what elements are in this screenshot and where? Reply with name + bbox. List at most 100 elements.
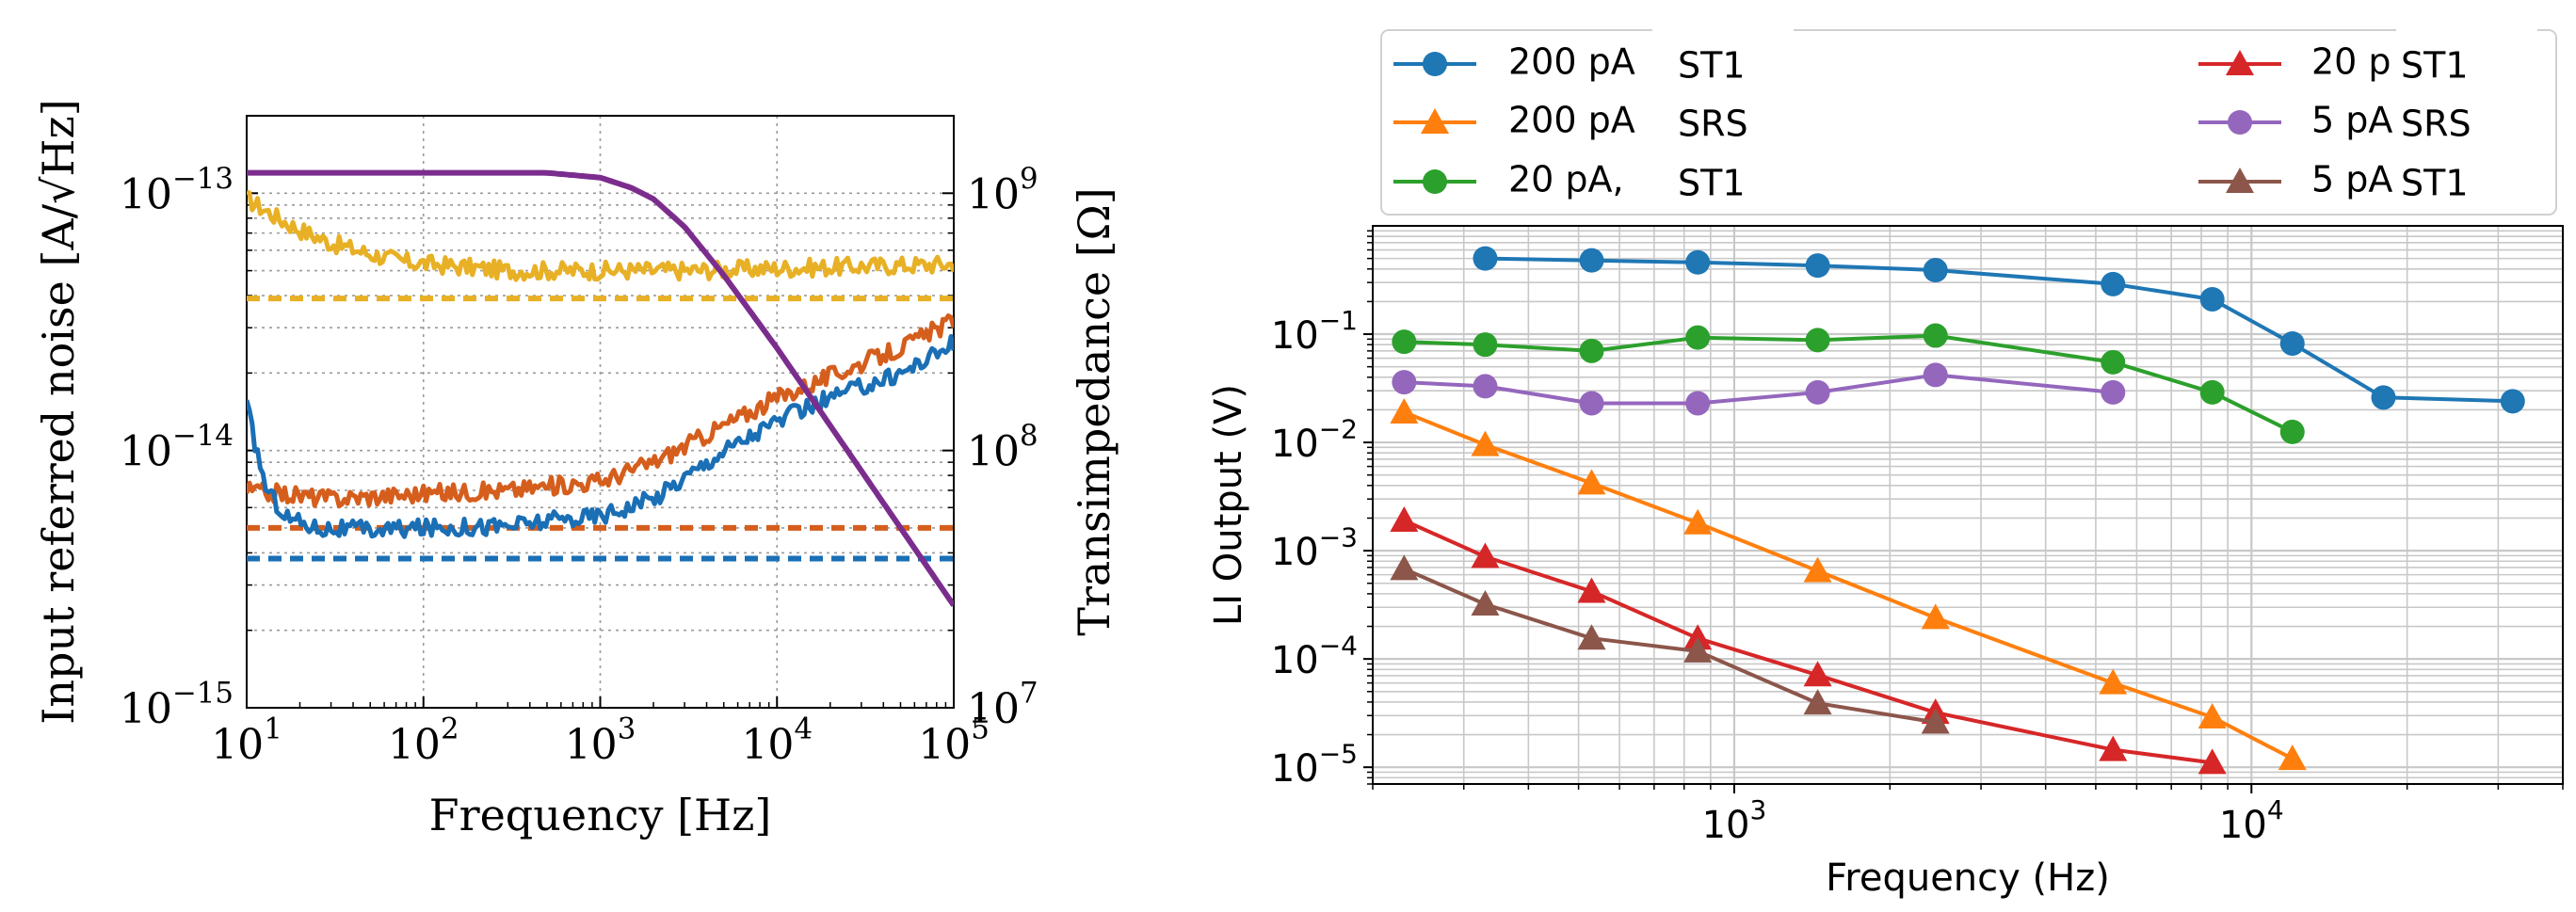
data-point <box>1471 590 1500 616</box>
yellow-noise-line <box>247 189 954 282</box>
data-point <box>2101 271 2126 296</box>
data-point <box>1579 338 1604 363</box>
series-line <box>1485 256 2513 404</box>
x-tick-label: 104 <box>2219 794 2284 847</box>
data-point <box>1923 362 1948 388</box>
y2-axis-label: Transimpedance [Ω] <box>1069 187 1119 635</box>
y2-tick-label: 107 <box>967 676 1038 732</box>
data-point <box>2198 702 2227 728</box>
legend-label-suffix: ST1 <box>1678 163 1746 204</box>
x-axis-label: Frequency [Hz] <box>429 790 772 840</box>
legend-swatch-marker <box>2226 168 2254 193</box>
x-tick-label: 103 <box>1702 794 1767 847</box>
data-point <box>2101 349 2126 375</box>
data-point <box>2099 668 2128 695</box>
series-line <box>1403 567 1937 725</box>
plot-frame <box>1372 225 2564 785</box>
series-line <box>1404 333 2294 434</box>
data-point <box>1473 332 1498 358</box>
x-tick-label: 105 <box>918 712 990 768</box>
data-point <box>1805 379 1830 405</box>
data-point <box>1685 325 1711 350</box>
data-point <box>1473 374 1498 399</box>
data-point <box>1923 323 1948 348</box>
transimpedance-line <box>247 169 954 607</box>
legend-overlay <box>2396 24 2537 194</box>
legend-swatch-marker <box>2226 50 2254 75</box>
data-point <box>1577 469 1606 495</box>
legend-swatch-marker <box>1421 108 1449 134</box>
series-line <box>1404 373 2114 406</box>
data-point <box>1921 708 1950 734</box>
data-point <box>2198 748 2227 775</box>
legend-label-suffix: ST1 <box>1678 45 1746 87</box>
data-point <box>1473 246 1498 271</box>
y-tick-label: 10−1 <box>1271 305 1358 358</box>
series-group <box>247 169 954 607</box>
x-tick-label: 101 <box>211 712 282 768</box>
data-point <box>1805 328 1830 353</box>
legend-label-suffix: ST1 <box>2401 163 2469 204</box>
data-point <box>1683 624 1713 650</box>
legend-swatch-marker <box>1423 169 1447 194</box>
legend-label: 200 pA <box>1508 41 1635 83</box>
data-point <box>2279 330 2305 356</box>
orange-noise-line <box>247 313 954 509</box>
y-tick-label: 10−14 <box>120 419 233 475</box>
data-point <box>1390 398 1419 424</box>
data-point <box>2099 735 2128 761</box>
lock-in-output-chart: 103 104 10−5 10−4 10−3 10−2 10−1 200 pA ST1 200 p… <box>1207 24 2564 900</box>
noise-transimpedance-chart: 101 102 103 104 105 10−15 10−14 10−13 107 108 109 F… <box>33 99 1119 840</box>
legend-overlay <box>1652 24 1794 194</box>
y-tick-label: 10−15 <box>120 676 233 732</box>
y-axis-label: Input referred noise [A/√Hz] <box>33 99 84 724</box>
y-axis-label: LI Output (V) <box>1207 384 1250 626</box>
data-point <box>2279 419 2305 444</box>
data-point <box>2199 379 2225 405</box>
data-point <box>1390 554 1419 581</box>
series-line <box>1403 519 2213 765</box>
legend: 200 pAST1200 pASRS20 pA,ST120 pST15 pASR… <box>1380 24 2557 216</box>
data-point <box>1923 258 1948 283</box>
legend-label-suffix: ST1 <box>2401 45 2469 87</box>
data-point <box>2278 744 2307 771</box>
data-point <box>1577 577 1606 603</box>
data-point <box>1471 542 1500 568</box>
data-point <box>1683 508 1713 535</box>
data-point <box>1921 603 1950 630</box>
data-point <box>1579 248 1604 273</box>
y2-tick-label: 109 <box>967 161 1038 217</box>
data-point <box>1392 370 1417 395</box>
y-tick-label: 10−13 <box>120 161 233 217</box>
x-axis-label: Frequency (Hz) <box>1826 856 2110 900</box>
data-point <box>1803 689 1832 715</box>
x-tick-label: 102 <box>388 712 459 768</box>
y-tick-label: 10−5 <box>1271 738 1358 791</box>
data-point <box>2500 389 2525 414</box>
data-point <box>1577 624 1606 650</box>
legend-swatch-marker <box>2228 110 2252 135</box>
legend-label-suffix: SRS <box>1678 104 1748 145</box>
legend-label: 20 p <box>2311 41 2391 83</box>
y-tick-label: 10−4 <box>1271 630 1358 682</box>
data-point <box>1685 391 1711 416</box>
data-point <box>2371 385 2396 410</box>
data-point <box>1390 506 1419 533</box>
y-tick-label: 10−3 <box>1271 521 1358 574</box>
data-point <box>1685 249 1711 275</box>
data-point <box>1683 636 1713 663</box>
blue-noise-line <box>247 334 954 539</box>
x-tick-label: 104 <box>741 712 813 768</box>
legend-label: 5 pA <box>2311 159 2392 200</box>
data-point <box>2101 379 2126 405</box>
y-tick-label: 10−2 <box>1271 413 1358 466</box>
legend-label: 20 pA, <box>1508 159 1624 200</box>
data-point <box>1579 391 1604 416</box>
data-point <box>1803 556 1832 583</box>
x-tick-label: 103 <box>565 712 636 768</box>
y2-tick-label: 108 <box>967 419 1038 475</box>
data-point <box>2199 286 2225 312</box>
legend-label: 5 pA <box>2311 100 2392 141</box>
data-point <box>1392 329 1417 355</box>
